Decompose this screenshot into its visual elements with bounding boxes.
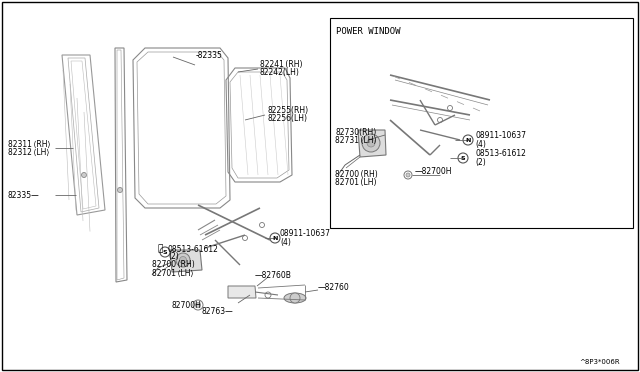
Text: 82730(RH): 82730(RH) bbox=[335, 128, 376, 137]
Text: (4): (4) bbox=[475, 140, 486, 148]
Circle shape bbox=[406, 173, 410, 177]
Polygon shape bbox=[170, 250, 202, 272]
Circle shape bbox=[243, 235, 248, 241]
Text: 82242(LH): 82242(LH) bbox=[260, 68, 300, 77]
Text: (4): (4) bbox=[280, 237, 291, 247]
Text: -82335: -82335 bbox=[196, 51, 223, 61]
Text: 08513-61612: 08513-61612 bbox=[475, 150, 526, 158]
Text: ^8P3*006R: ^8P3*006R bbox=[579, 359, 620, 365]
Text: 82312 ⟨LH⟩: 82312 ⟨LH⟩ bbox=[8, 148, 49, 157]
Text: (2): (2) bbox=[168, 253, 179, 262]
Text: 82241 (RH): 82241 (RH) bbox=[260, 61, 303, 70]
Circle shape bbox=[160, 247, 170, 257]
Circle shape bbox=[290, 293, 300, 303]
Text: S: S bbox=[461, 155, 465, 160]
Circle shape bbox=[463, 135, 473, 145]
Text: 82256(LH): 82256(LH) bbox=[267, 115, 307, 124]
Text: 08513-61612: 08513-61612 bbox=[168, 244, 219, 253]
Text: 82701 (LH): 82701 (LH) bbox=[335, 179, 376, 187]
Circle shape bbox=[81, 173, 86, 177]
Circle shape bbox=[195, 302, 200, 308]
Circle shape bbox=[438, 118, 442, 122]
Text: 08911-10637: 08911-10637 bbox=[475, 131, 526, 141]
Text: (2): (2) bbox=[475, 157, 486, 167]
Circle shape bbox=[193, 300, 203, 310]
Circle shape bbox=[458, 153, 468, 163]
Circle shape bbox=[118, 187, 122, 192]
Text: 82763—: 82763— bbox=[202, 308, 234, 317]
Text: 82311 ⟨RH⟩: 82311 ⟨RH⟩ bbox=[8, 140, 51, 148]
Text: S: S bbox=[163, 250, 167, 254]
Text: —82700H: —82700H bbox=[415, 167, 452, 176]
Circle shape bbox=[179, 257, 186, 263]
Text: POWER WINDOW: POWER WINDOW bbox=[336, 28, 401, 36]
Text: 82700 (RH): 82700 (RH) bbox=[152, 260, 195, 269]
Text: 82700H: 82700H bbox=[172, 301, 202, 310]
Circle shape bbox=[447, 106, 452, 110]
Text: 82731 (LH): 82731 (LH) bbox=[335, 135, 376, 144]
Text: 82701 ⟨LH⟩: 82701 ⟨LH⟩ bbox=[152, 269, 193, 278]
Bar bbox=[330, 18, 633, 228]
Polygon shape bbox=[228, 286, 256, 298]
Circle shape bbox=[270, 233, 280, 243]
Circle shape bbox=[362, 134, 380, 152]
Circle shape bbox=[238, 290, 242, 294]
Circle shape bbox=[367, 139, 375, 147]
Ellipse shape bbox=[284, 293, 306, 303]
Text: —82760: —82760 bbox=[318, 283, 349, 292]
Text: Ⓢ: Ⓢ bbox=[157, 244, 163, 253]
Text: 82335—: 82335— bbox=[8, 190, 40, 199]
Text: N: N bbox=[272, 235, 278, 241]
Text: 82700 (RH): 82700 (RH) bbox=[335, 170, 378, 180]
Text: N: N bbox=[465, 138, 470, 142]
Polygon shape bbox=[358, 130, 386, 157]
Circle shape bbox=[404, 171, 412, 179]
Circle shape bbox=[259, 222, 264, 228]
Circle shape bbox=[236, 288, 244, 296]
Text: 82255(RH): 82255(RH) bbox=[267, 106, 308, 115]
Circle shape bbox=[176, 253, 190, 267]
Circle shape bbox=[265, 292, 271, 298]
Text: —82760B: —82760B bbox=[255, 270, 292, 279]
Text: 08911-10637: 08911-10637 bbox=[280, 230, 331, 238]
